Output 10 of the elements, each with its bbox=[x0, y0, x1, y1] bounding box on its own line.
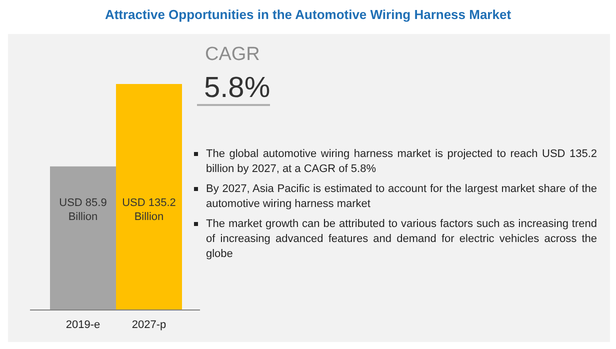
x-tick-label: 2027-p bbox=[132, 319, 166, 331]
data-label: USD 135.2 Billion bbox=[122, 197, 176, 223]
x-tick-label: 2019-e bbox=[66, 319, 100, 331]
text: CAGR bbox=[205, 44, 260, 65]
text: The market growth can be attributed to various factors such as increasing trend of increasing advanced features and demand for electric vehicles across the globe bbox=[206, 217, 597, 262]
text: By 2027, Asia Pacific is estimated to account for the largest market share of the automotive wiring harness market bbox=[206, 182, 597, 212]
text: The global automotive wiring harness market is projected to reach USD 135.2 billion by 2027, at a CAGR of 5.8% bbox=[206, 147, 597, 177]
text: 5.8% bbox=[204, 72, 270, 104]
data-label: USD 85.9 Billion bbox=[59, 197, 107, 223]
text: Attractive Opportunities in the Automotive Wiring Harness Market bbox=[104, 7, 512, 22]
